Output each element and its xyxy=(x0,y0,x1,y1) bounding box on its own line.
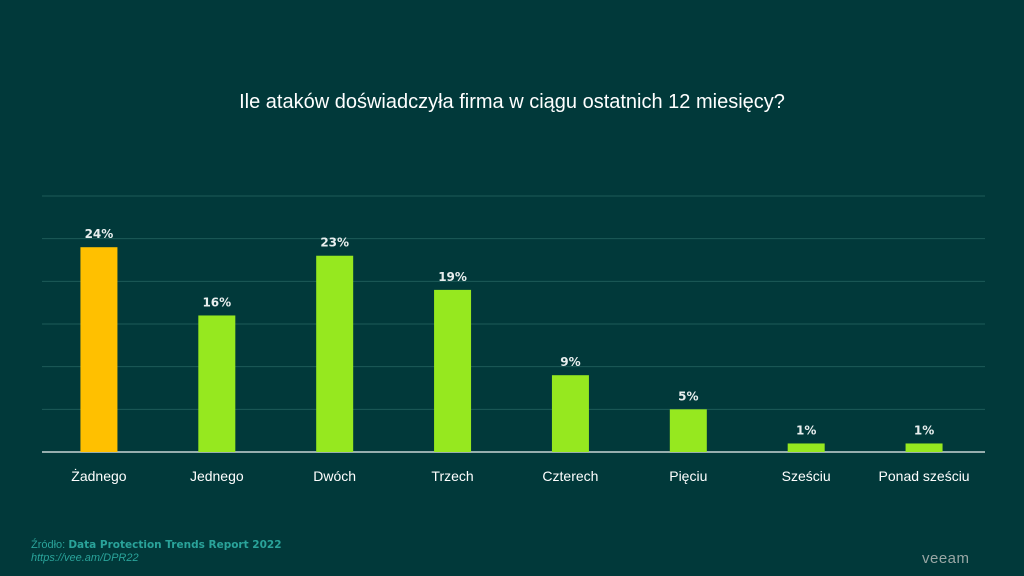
data-label: 19% xyxy=(438,270,467,284)
chart-title: Ile ataków doświadczyła firma w ciągu os… xyxy=(239,91,785,113)
x-tick-label: Jednego xyxy=(190,468,244,484)
x-tick-label: Czterech xyxy=(542,468,598,484)
source-url[interactable]: https://vee.am/DPR22 xyxy=(31,552,139,564)
x-tick-label: Sześciu xyxy=(782,468,831,484)
bar xyxy=(80,247,118,452)
source-note: Źródło: Data Protection Trends Report 20… xyxy=(31,539,282,565)
data-label: 24% xyxy=(85,227,114,241)
x-tick-label: Dwóch xyxy=(313,468,356,484)
source-name: Data Protection Trends Report 2022 xyxy=(68,539,282,551)
x-tick-label: Trzech xyxy=(431,468,473,484)
source-prefix: Źródło: xyxy=(31,539,66,551)
data-label: 1% xyxy=(914,423,934,437)
bar xyxy=(669,409,707,452)
x-tick-label: Żadnego xyxy=(71,467,126,484)
bar xyxy=(434,289,472,452)
data-label: 16% xyxy=(202,295,231,309)
bar xyxy=(551,375,589,452)
bar xyxy=(905,443,943,452)
data-label: 5% xyxy=(678,389,698,403)
data-label: 9% xyxy=(560,355,580,369)
bar xyxy=(316,255,354,452)
data-label: 1% xyxy=(796,423,816,437)
x-tick-label: Pięciu xyxy=(669,468,707,484)
x-tick-label: Ponad sześciu xyxy=(879,468,970,484)
bar xyxy=(787,443,825,452)
data-label: 23% xyxy=(320,236,349,250)
bar xyxy=(198,315,236,452)
veeam-logo: veeam xyxy=(922,550,970,567)
